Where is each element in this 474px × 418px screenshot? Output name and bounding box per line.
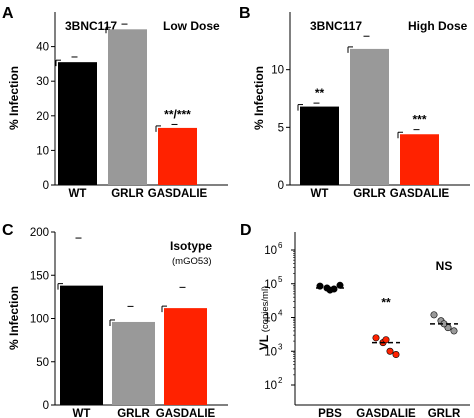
bar-gasdalie [158,127,197,185]
y-tick-label: 10 [264,245,277,257]
y-tick-label: 200 [30,227,49,239]
x-category-label: GRLR [111,188,144,200]
bar-wt [60,285,103,405]
chart-title: Isotype [170,239,212,253]
bar-gasdalie [400,134,439,185]
chart-subtitle: Low Dose [163,19,220,33]
x-category-label: WT [69,188,87,200]
panel-letter: A [2,5,14,22]
y-tick-label: 10 [264,380,277,392]
panel-a: A % Infection 0 10 20 30 40 3BNC117 Low Dose WT GR… [2,5,228,200]
x-category-label: GASDALIE [156,408,216,418]
x-category-label: GRLR [353,188,386,200]
panel-letter: B [239,5,251,22]
y-tick-label: 10 [36,145,49,157]
y-tick-label: 5 [278,122,284,134]
y-tick-label: 0 [43,180,49,192]
panel-letter: C [2,222,14,239]
significance-label: NS [436,259,453,273]
x-category-label: WT [73,408,91,418]
bar-grlr [350,48,389,186]
y-axis-unit: (copies/ml) [260,286,271,335]
x-category-label: GRLR [117,408,150,418]
significance-label: *** [412,113,426,127]
y-tick-label: 100 [30,314,49,326]
y-tick-label: 10 [264,346,277,358]
significance-label: ** [381,296,391,310]
bar-wt [58,62,97,185]
data-point [450,327,458,335]
bar-wt [300,106,339,185]
chart-title: 3BNC117 [65,19,117,33]
y-axis-label: % Infection [7,66,21,130]
y-tick-label: 40 [36,42,49,54]
x-category-label: GASDALIE [148,188,208,200]
data-point [372,334,380,342]
significance-label: ** [315,86,325,100]
data-point [430,311,438,319]
bar-grlr [112,321,155,405]
y-tick-exponent: 4 [278,309,283,318]
data-point [386,347,394,355]
y-tick-label: 20 [36,111,49,123]
y-tick-label: 50 [36,357,49,369]
y-tick-label: 10 [264,313,277,325]
x-category-label: GASDALIE [356,408,416,418]
y-tick-label: 10 [264,279,277,291]
y-tick-exponent: 3 [278,342,283,351]
panel-c: C % Infection 0 50 100 150 200 Isotype (mGO53) WT… [2,222,228,418]
chart-subtitle: (mGO53) [172,256,212,267]
y-tick-label: 10 [271,65,284,77]
bar-gasdalie [164,308,207,405]
y-axis-label: VL (copies/ml) [257,286,271,350]
x-category-label: WT [311,188,329,200]
y-axis-label: % Infection [252,66,266,130]
y-axis-label: % Infection [7,286,21,350]
y-tick-label: 0 [43,400,49,412]
y-tick-exponent: 6 [278,241,283,250]
significance-label: **/*** [164,107,191,121]
y-tick-label: 150 [30,270,49,282]
y-tick-label: 0 [278,180,284,192]
x-category-label: PBS [318,408,342,418]
y-tick-exponent: 5 [278,275,283,284]
data-point [382,336,390,344]
panel-b: B % Infection 0 5 10 3BNC117 High Dose WT ** GRLR… [239,5,470,200]
chart-subtitle: High Dose [408,19,468,33]
chart-title: 3BNC117 [310,19,362,33]
y-tick-exponent: 2 [278,376,283,385]
x-category-label: GASDALIE [390,188,450,200]
bar-grlr [108,29,147,185]
x-category-label: GRLR [428,408,461,418]
panel-letter: D [240,222,252,239]
data-point [392,351,400,359]
y-tick-label: 30 [36,76,49,88]
